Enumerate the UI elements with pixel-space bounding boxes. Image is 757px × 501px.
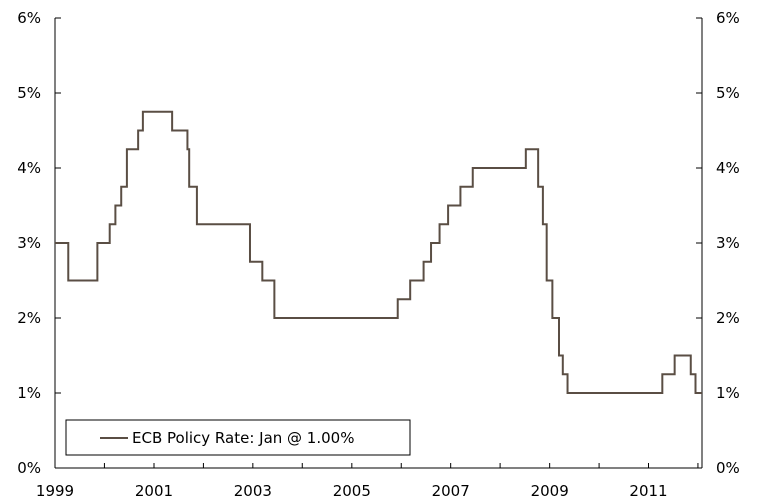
x-tick-label: 2011 [629,482,667,500]
y-tick-label-left: 2% [17,309,41,327]
axes [54,18,703,469]
y-tick-label-left: 5% [17,84,41,102]
y-tick-label-left: 4% [17,159,41,177]
x-tick-label: 2001 [135,482,173,500]
tick-marks [54,17,702,469]
legend: ECB Policy Rate: Jan @ 1.00% [65,419,411,456]
legend-label: ECB Policy Rate: Jan @ 1.00% [132,429,354,447]
y-tick-label-right: 1% [716,384,740,402]
series-layer [55,110,702,394]
y-tick-label-left: 6% [17,9,41,27]
tick-labels: 0% 0% 1% 1% 2% 2% 3% 3% 4% 4% 5% 5% 6% 6% 1999 2001 2003… [17,9,740,500]
x-tick-label: 2005 [333,482,371,500]
y-tick-label-right: 6% [716,9,740,27]
y-tick-label-right: 3% [716,234,740,252]
x-tick-label: 1999 [36,482,74,500]
x-tick-label: 2009 [531,482,569,500]
x-tick-label: 2003 [234,482,272,500]
x-tick-label: 2007 [432,482,470,500]
y-tick-label-right: 4% [716,159,740,177]
y-tick-label-left: 0% [17,459,41,477]
y-tick-label-right: 0% [716,459,740,477]
y-tick-label-left: 3% [17,234,41,252]
y-tick-label-right: 2% [716,309,740,327]
y-tick-label-right: 5% [716,84,740,102]
y-tick-label-left: 1% [17,384,41,402]
series-line [55,110,702,394]
